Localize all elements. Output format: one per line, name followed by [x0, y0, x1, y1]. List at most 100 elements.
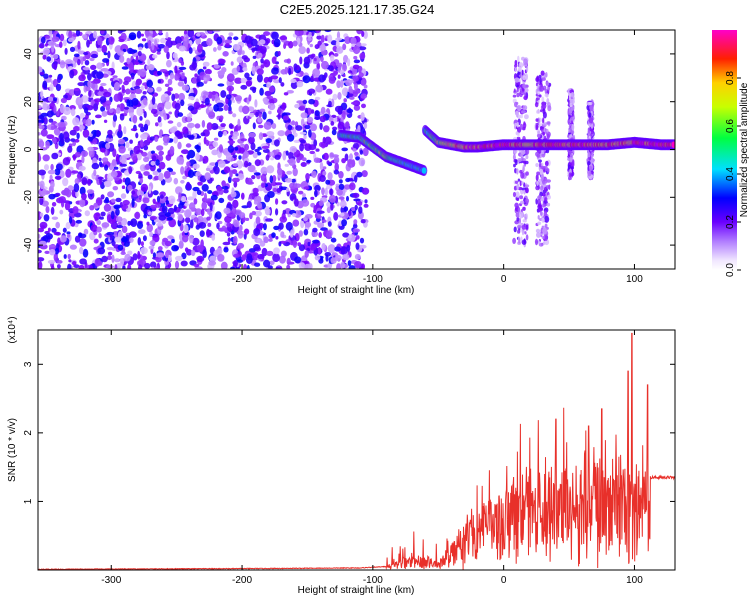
noise-blob	[143, 123, 149, 132]
noise-blob	[220, 123, 226, 128]
band-blob	[568, 150, 572, 155]
noise-blob	[174, 73, 179, 81]
noise-blob	[73, 53, 80, 58]
noise-blob	[293, 183, 302, 188]
noise-blob	[89, 133, 93, 138]
noise-blob	[324, 30, 332, 33]
noise-blob	[341, 63, 348, 72]
band-blob	[523, 95, 528, 100]
noise-blob	[98, 233, 102, 239]
noise-blob	[315, 84, 324, 93]
noise-blob	[288, 151, 294, 161]
noise-blob	[244, 228, 250, 235]
noise-blob	[149, 136, 156, 141]
noise-blob	[289, 146, 297, 153]
noise-blob	[286, 133, 295, 142]
noise-blob	[237, 51, 242, 56]
band-blob	[513, 163, 516, 168]
noise-blob	[121, 84, 125, 92]
spectrogram-marks	[38, 30, 675, 269]
noise-blob	[134, 61, 140, 65]
noise-blob	[72, 140, 76, 147]
noise-blob	[245, 80, 252, 87]
band-blob	[544, 215, 550, 223]
noise-blob	[315, 148, 320, 152]
noise-blob	[67, 253, 71, 260]
noise-blob	[38, 240, 47, 246]
noise-blob	[100, 194, 105, 200]
noise-blob	[198, 142, 202, 146]
noise-blob	[321, 187, 325, 196]
noise-blob	[119, 258, 124, 266]
noise-blob	[46, 56, 52, 62]
noise-blob	[309, 150, 316, 155]
noise-blob	[72, 206, 79, 214]
noise-blob	[156, 145, 164, 151]
noise-blob	[147, 58, 151, 66]
noise-blob	[64, 201, 71, 211]
noise-blob	[205, 139, 209, 146]
band-blob	[536, 181, 539, 186]
band-blob	[535, 174, 539, 182]
noise-blob	[151, 150, 155, 155]
noise-blob	[163, 170, 171, 179]
noise-blob	[274, 139, 280, 147]
noise-blob	[272, 187, 278, 193]
band-blob	[517, 81, 520, 86]
noise-blob	[63, 254, 67, 259]
noise-blob	[139, 178, 144, 184]
band-blob	[540, 207, 544, 211]
noise-blob	[330, 237, 337, 243]
noise-blob	[253, 244, 261, 251]
noise-blob	[292, 40, 298, 47]
noise-blob	[100, 147, 106, 153]
noise-blob	[281, 102, 286, 111]
noise-blob	[144, 262, 151, 269]
noise-blob	[234, 146, 239, 151]
band-blob	[512, 94, 517, 98]
noise-blob	[353, 55, 358, 60]
noise-blob	[156, 168, 162, 173]
noise-blob	[51, 227, 57, 233]
noise-blob	[294, 198, 299, 207]
noise-blob	[45, 206, 50, 214]
noise-blob	[139, 116, 143, 121]
noise-blob	[249, 212, 253, 220]
noise-blob	[335, 39, 340, 49]
noise-blob	[227, 176, 232, 184]
band-blob	[590, 128, 594, 135]
noise-blob	[211, 149, 219, 156]
noise-blob	[302, 193, 306, 198]
noise-blob	[363, 84, 368, 89]
noise-blob	[39, 180, 45, 190]
noise-blob	[361, 30, 365, 37]
noise-blob	[56, 260, 63, 264]
band-blob	[512, 191, 517, 198]
noise-blob	[308, 88, 316, 94]
noise-blob	[352, 192, 360, 199]
noise-blob	[360, 93, 368, 99]
noise-blob	[286, 264, 291, 269]
noise-blob	[222, 51, 229, 57]
noise-blob	[78, 97, 83, 105]
noise-blob	[123, 80, 129, 86]
noise-blob	[348, 85, 353, 93]
noise-blob	[210, 194, 218, 201]
noise-blob	[258, 132, 264, 141]
noise-blob	[237, 118, 241, 127]
noise-blob	[50, 163, 54, 171]
noise-blob	[363, 122, 368, 129]
noise-blob	[253, 221, 257, 229]
noise-blob	[253, 200, 259, 205]
noise-blob	[240, 77, 248, 84]
noise-blob	[140, 139, 144, 147]
noise-blob	[342, 73, 346, 78]
noise-blob	[233, 260, 238, 267]
noise-blob	[55, 221, 60, 229]
noise-blob	[150, 204, 158, 209]
noise-blob	[107, 251, 113, 256]
noise-blob	[267, 191, 275, 198]
noise-blob	[127, 263, 132, 269]
noise-blob	[188, 47, 193, 54]
noise-blob	[290, 121, 297, 126]
